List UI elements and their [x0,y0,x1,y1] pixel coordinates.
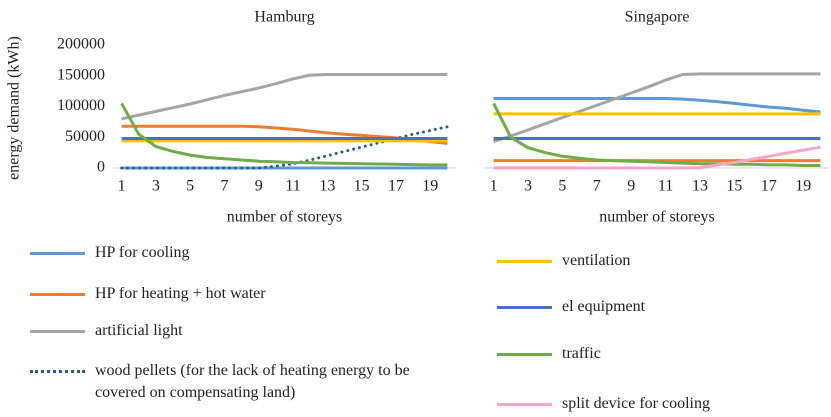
chart-title: Singapore [625,9,690,26]
x-tick-label: 13 [692,178,708,195]
series-line [121,73,448,121]
legend-swatch [30,252,85,255]
x-axis-label: number of storeys [227,209,343,226]
x-axis-label: number of storeys [599,209,715,226]
x-tick-label: 19 [795,178,811,195]
x-tick-label: 7 [220,178,228,195]
series-line [493,145,821,170]
x-tick-label: 5 [186,178,194,195]
x-tick-label: 15 [354,178,370,195]
y-tick-label: 150000 [57,66,105,83]
x-tick-label: 11 [285,178,300,195]
legend-swatch [30,330,85,333]
y-tick-label: 50000 [65,128,105,145]
x-tick-label: 7 [593,178,601,195]
series-line [120,102,448,167]
legend-swatch [497,403,552,406]
legend-swatch [497,353,552,356]
x-tick-label: 15 [726,178,742,195]
legend-label: HP for cooling [95,244,190,261]
series-line [492,102,821,167]
x-tick-label: 17 [761,178,777,195]
x-tick-label: 9 [255,178,263,195]
legend-swatch [497,306,552,309]
legend-swatch [30,370,85,373]
series-line [493,72,821,144]
legend-label: el equipment [562,298,646,315]
y-tick-label: 0 [97,159,105,176]
chart-title: Hamburg [254,9,314,26]
x-tick-label: 17 [388,178,404,195]
legend-label: artificial light [95,322,183,339]
legend-label: ventilation [562,252,631,269]
legend-label: wood pellets (for the lack of heating en… [95,362,410,401]
x-tick-label: 11 [658,178,673,195]
legend-label: split device for cooling [562,395,710,412]
x-tick-label: 1 [490,178,498,195]
x-tick-label: 19 [422,178,438,195]
x-tick-label: 5 [558,178,566,195]
y-tick-label: 100000 [57,97,105,114]
x-tick-label: 3 [152,178,160,195]
y-tick-label: 200000 [57,36,105,53]
x-tick-label: 3 [524,178,532,195]
x-tick-label: 13 [319,178,335,195]
x-tick-label: 1 [118,178,126,195]
legend-swatch [497,260,552,263]
series-line [493,97,821,114]
y-axis-label: energy demand (kWh) [6,36,23,180]
legend-label: HP for heating + hot water [95,285,266,302]
x-tick-label: 9 [627,178,635,195]
legend-label: traffic [562,345,601,362]
legend-swatch [30,293,85,296]
